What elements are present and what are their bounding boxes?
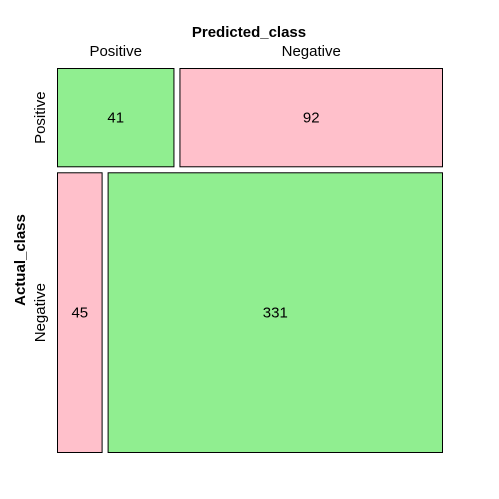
- cell-positive-negative: [179, 68, 443, 168]
- cell-positive-positive: [57, 68, 175, 168]
- cell-value-negative-negative: 331: [263, 305, 288, 322]
- cell-negative-positive: [57, 172, 103, 453]
- mosaic-cells: 41 92 45 331: [57, 68, 443, 453]
- cell-value-positive-positive: 41: [107, 110, 124, 127]
- cell-value-negative-positive: 45: [71, 305, 88, 322]
- cell-value-positive-negative: 92: [303, 110, 320, 127]
- col-tick-positive: Positive: [89, 43, 142, 60]
- row-tick-positive: Positive: [32, 91, 49, 144]
- row-tick-negative: Negative: [32, 283, 49, 342]
- col-tick-negative: Negative: [282, 43, 341, 60]
- y-axis-label: Actual_class: [12, 214, 29, 306]
- tick-labels: Positive Negative Positive Negative: [32, 43, 341, 342]
- chart-title: Predicted_class: [192, 24, 306, 41]
- cell-negative-negative: [107, 172, 443, 453]
